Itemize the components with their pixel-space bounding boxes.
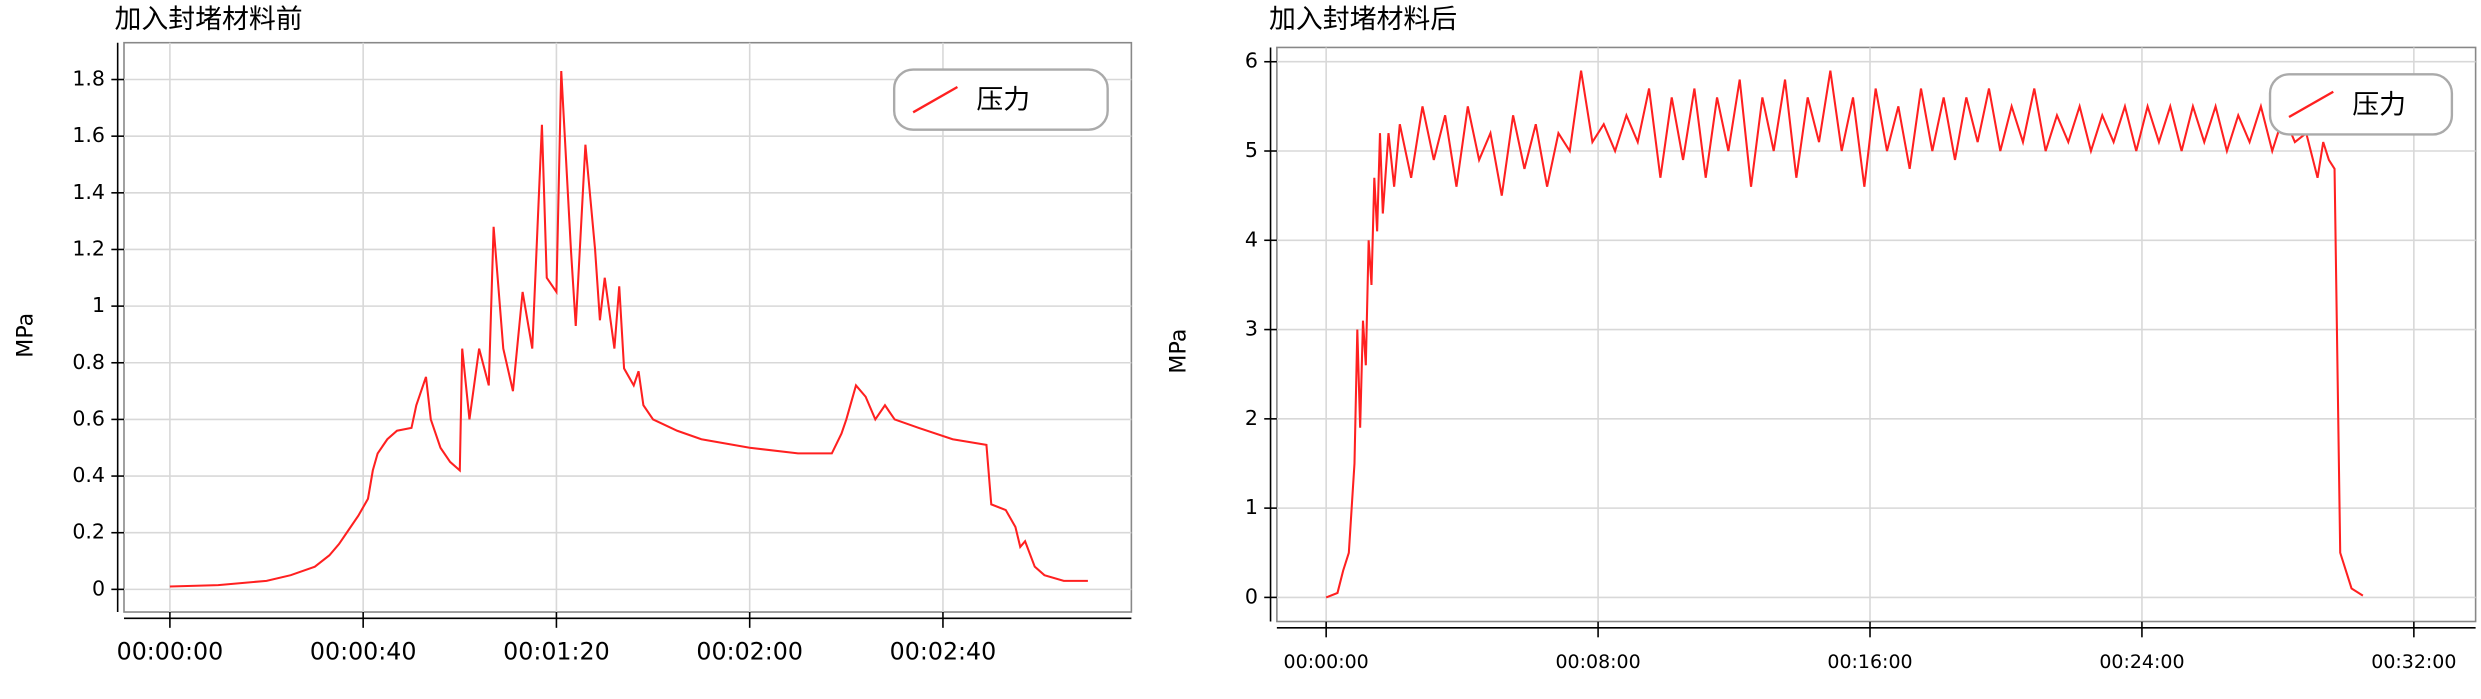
- y-tick-label: 0: [92, 576, 105, 600]
- x-tick-label: 00:00:00: [1284, 651, 1369, 673]
- x-tick-label: 00:02:00: [696, 638, 803, 666]
- y-tick-label: 1.2: [72, 236, 105, 260]
- y-tick-label: 0.4: [72, 463, 105, 487]
- y-tick-label: 0.2: [72, 520, 105, 544]
- y-tick-label: 1: [92, 293, 105, 317]
- y-tick-label: 6: [1245, 49, 1258, 73]
- y-axis-label: MPa: [1165, 329, 1191, 374]
- x-tick-label: 00:16:00: [1827, 651, 1912, 673]
- y-tick-label: 0.6: [72, 406, 105, 430]
- plot-area: [123, 41, 1133, 613]
- y-tick-label: 3: [1245, 317, 1258, 341]
- data-line: [169, 70, 1088, 588]
- legend-box: [892, 68, 1109, 131]
- x-tick-label: 00:02:40: [890, 638, 997, 666]
- y-tick-label: 1: [1245, 495, 1258, 519]
- y-tick-label: 5: [1245, 138, 1258, 162]
- y-tick-label: 1.8: [72, 67, 105, 91]
- x-tick-label: 00:24:00: [2099, 651, 2184, 673]
- y-tick-label: 0.8: [72, 350, 105, 374]
- data-line: [1325, 70, 2364, 599]
- y-axis-label: MPa: [12, 313, 38, 358]
- y-tick-label: 1.6: [72, 123, 105, 147]
- legend-swatch: [912, 85, 959, 114]
- y-tick-label: 1.4: [72, 180, 105, 204]
- x-tick-label: 00:32:00: [2371, 651, 2456, 673]
- x-tick-label: 00:08:00: [1555, 651, 1640, 673]
- y-tick-label: 0: [1245, 584, 1258, 608]
- legend-box: [2268, 73, 2454, 136]
- legend-swatch: [2288, 90, 2334, 119]
- y-tick-label: 4: [1245, 227, 1258, 251]
- x-tick-label: 00:00:40: [310, 638, 417, 666]
- plot-area: [1276, 46, 2477, 623]
- legend-label: 压力: [976, 85, 1030, 116]
- x-tick-label: 00:00:00: [117, 638, 224, 666]
- y-tick-label: 2: [1245, 406, 1258, 430]
- x-tick-label: 00:01:20: [503, 638, 610, 666]
- legend-label: 压力: [2352, 89, 2406, 120]
- chart-title: 加入封堵材料前: [115, 4, 303, 35]
- chart-title: 加入封堵材料后: [1269, 4, 1457, 35]
